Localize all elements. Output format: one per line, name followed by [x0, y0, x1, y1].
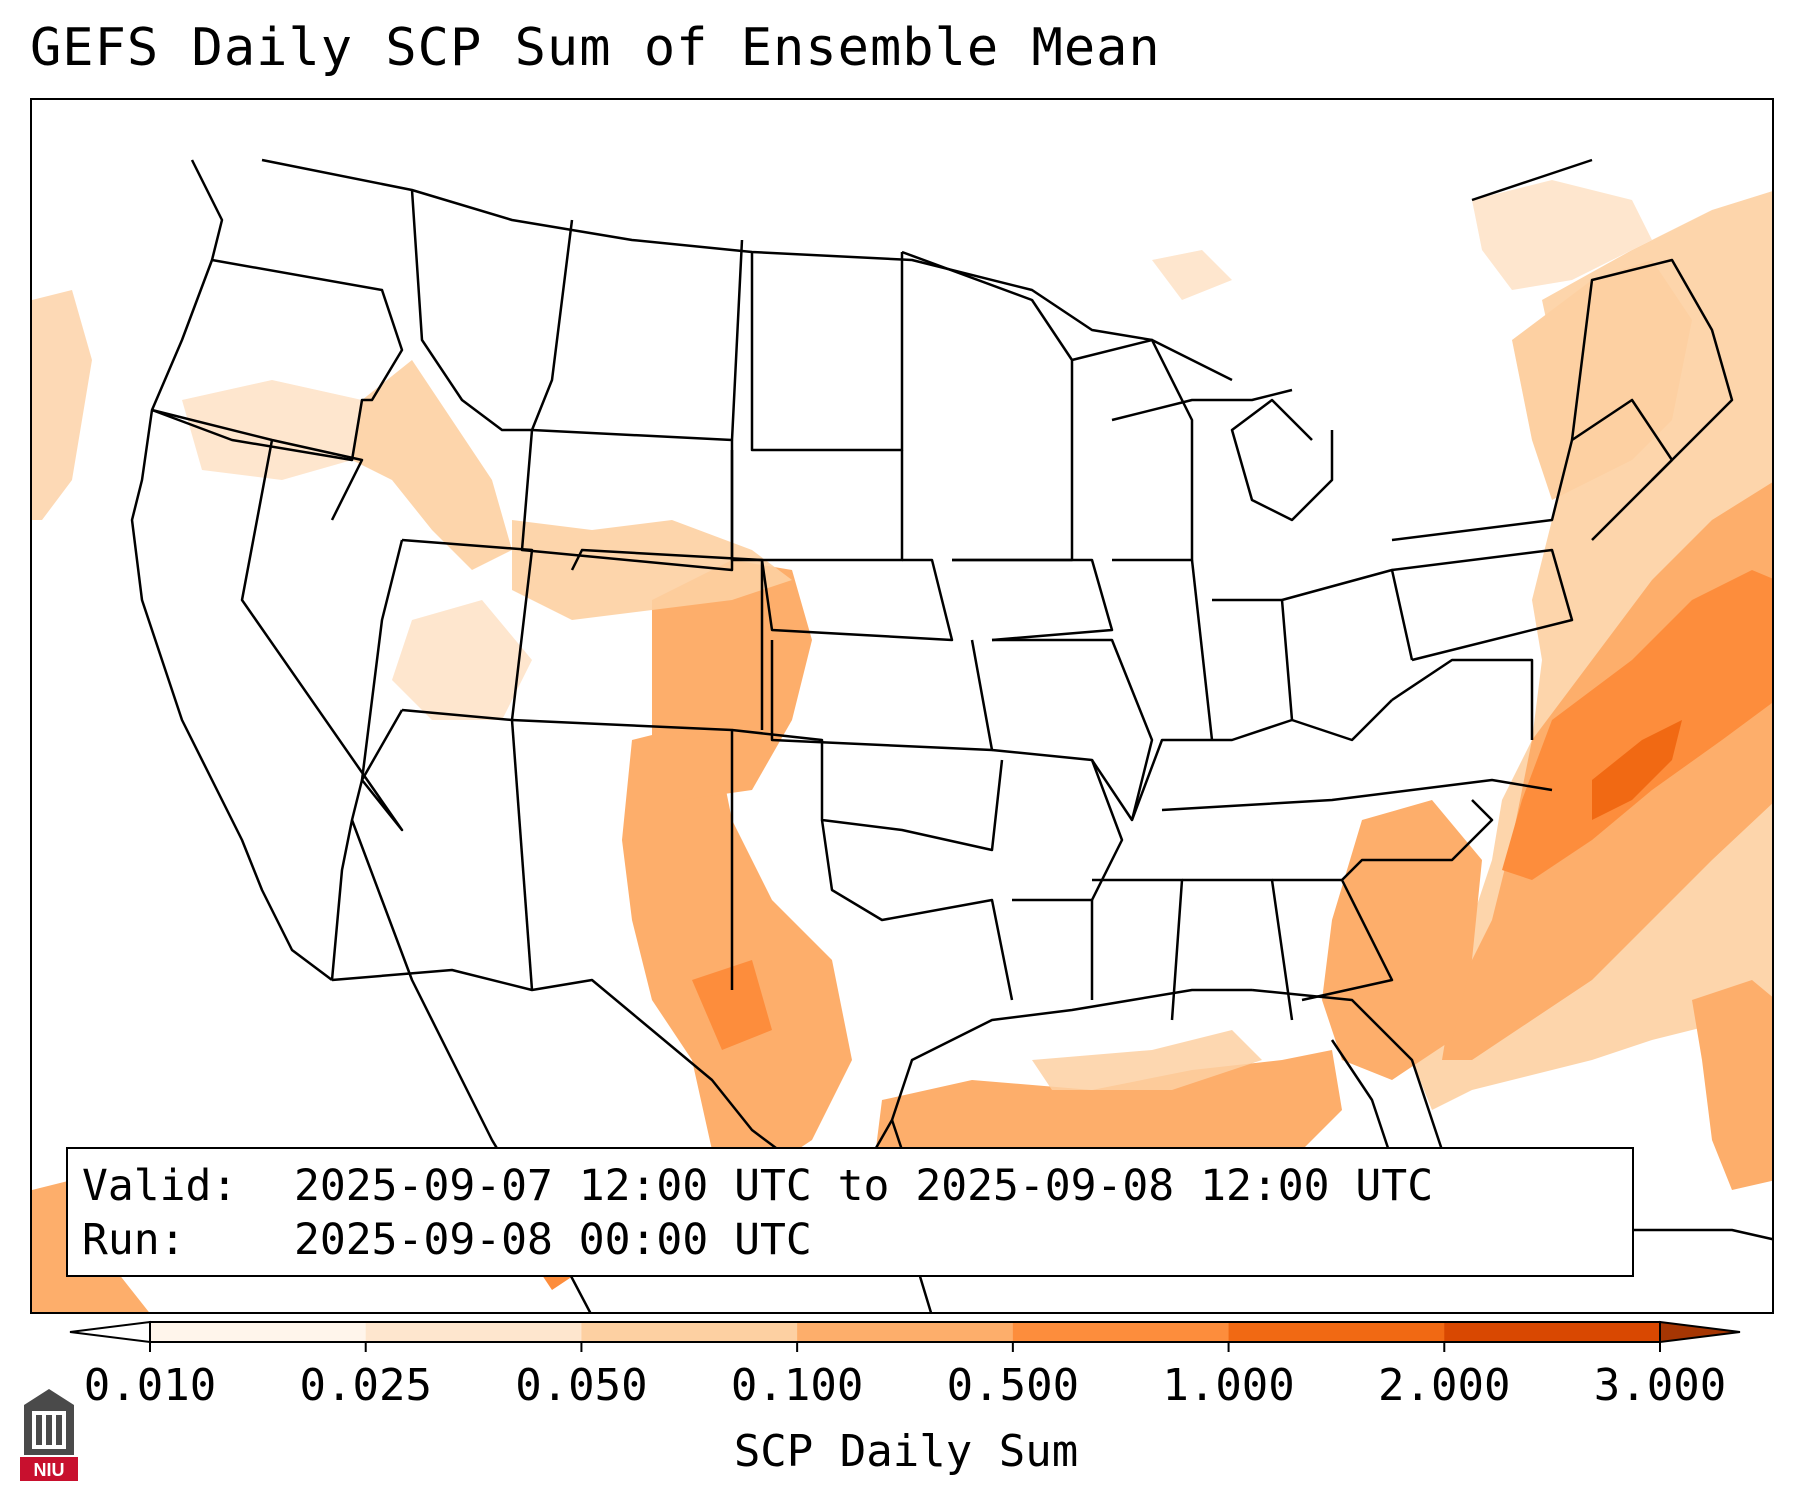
colorbar-extend-low	[69, 1320, 151, 1344]
colorbar-tick-label: 0.010	[83, 1360, 217, 1411]
run-value: 2025-09-08 00:00 UTC	[294, 1215, 812, 1265]
colorbar-segment	[1444, 1322, 1661, 1342]
valid-value: 2025-09-07 12:00 UTC to 2025-09-08 12:00…	[294, 1161, 1434, 1211]
arizona-west	[330, 709, 404, 981]
scp-region-caribbean	[1692, 980, 1772, 1190]
colorbar-tick-label: 1.000	[1162, 1360, 1295, 1411]
colorbar-tick-label: 0.100	[730, 1360, 864, 1411]
north-dakota	[750, 252, 904, 452]
wisconsin	[1071, 338, 1194, 562]
colorbar-segment	[581, 1322, 798, 1342]
texas-north	[820, 819, 1014, 1001]
colorbar-border	[149, 1321, 1661, 1343]
kansas	[770, 639, 994, 752]
illinois-indiana	[1190, 559, 1214, 741]
ohio	[1281, 568, 1414, 661]
michigan-upper	[1111, 388, 1293, 422]
scp-region-idaho	[352, 360, 512, 570]
valid-row: Valid: 2025-09-07 12:00 UTC to 2025-09-0…	[82, 1159, 1618, 1213]
scp-region-atlantic-core	[1592, 720, 1682, 820]
us-canada-border	[261, 158, 1233, 382]
colorbar-tick-label: 2.000	[1378, 1360, 1511, 1411]
colorbar-tick-label: 3.000	[1593, 1360, 1727, 1411]
scp-region-gulf-light	[1032, 1030, 1262, 1090]
map-panel	[30, 98, 1774, 1314]
nebraska	[760, 558, 954, 642]
new-england	[1570, 258, 1734, 481]
map-canvas	[32, 158, 1772, 1312]
niu-logo-icon: NIU	[20, 1389, 78, 1481]
arkansas	[991, 748, 1124, 901]
colorbar-title: SCP Daily Sum	[733, 1426, 1079, 1477]
colorbar-segment	[1228, 1322, 1445, 1342]
scp-region-wyoming	[512, 520, 792, 620]
valid-label: Valid:	[82, 1161, 238, 1211]
tennessee-nc	[1161, 778, 1553, 812]
colorbar-tick-label: 0.025	[299, 1360, 432, 1411]
scp-region-utah	[392, 600, 532, 720]
michigan-lower	[1230, 398, 1334, 522]
alabama	[1182, 878, 1294, 1021]
colorado	[570, 548, 764, 730]
oregon-washington-border	[151, 258, 404, 462]
scp-region-west-texas-core	[692, 960, 772, 1050]
svg-text:NIU: NIU	[34, 1460, 65, 1480]
colorbar-svg	[69, 1320, 1741, 1352]
kentucky	[1130, 699, 1393, 821]
scp-region-lake-superior	[1152, 250, 1232, 300]
nevada-border	[240, 439, 404, 832]
iowa	[952, 558, 1114, 642]
run-row: Run: 2025-09-08 00:00 UTC	[82, 1213, 1618, 1267]
oregon-california-line	[151, 408, 364, 521]
colorbar-segment	[150, 1322, 367, 1342]
montana-south	[531, 239, 744, 442]
south-carolina	[1341, 799, 1494, 881]
colorbar-segment	[1012, 1322, 1230, 1342]
idaho-montana	[410, 189, 574, 432]
scp-region-atlantic-strong	[1502, 570, 1772, 880]
colorbar-extend-high	[1659, 1320, 1741, 1344]
scp-region-oregon	[182, 380, 362, 480]
map-title: GEFS Daily SCP Sum of Ensemble Mean	[30, 18, 1161, 78]
pennsylvania	[1391, 548, 1574, 662]
validity-info-box: Valid: 2025-09-07 12:00 UTC to 2025-09-0…	[66, 1147, 1634, 1277]
oklahoma	[731, 728, 1004, 852]
scp-region-new-england	[1512, 260, 1692, 500]
colorbar-tick-label: 0.500	[946, 1360, 1080, 1411]
virginia	[1391, 658, 1534, 740]
utah-border	[401, 538, 534, 722]
south-dakota	[730, 450, 904, 562]
scp-region-west-texas	[622, 720, 852, 1180]
colorbar	[60, 1312, 1760, 1372]
georgia	[1272, 878, 1394, 1002]
indiana-ohio	[1212, 598, 1294, 721]
colorbar-segment	[365, 1322, 582, 1342]
canada-east	[1471, 158, 1593, 202]
scp-region-quebec	[1472, 180, 1652, 290]
colorbar-segment	[797, 1322, 1014, 1342]
missouri	[992, 638, 1154, 822]
colorbar-tick-label: 0.050	[515, 1360, 648, 1411]
louisiana	[1012, 898, 1094, 1000]
arizona-nm-border	[510, 719, 534, 991]
run-label: Run:	[82, 1215, 186, 1265]
scp-region-pacific	[32, 290, 92, 520]
us-west-coast	[130, 159, 333, 981]
